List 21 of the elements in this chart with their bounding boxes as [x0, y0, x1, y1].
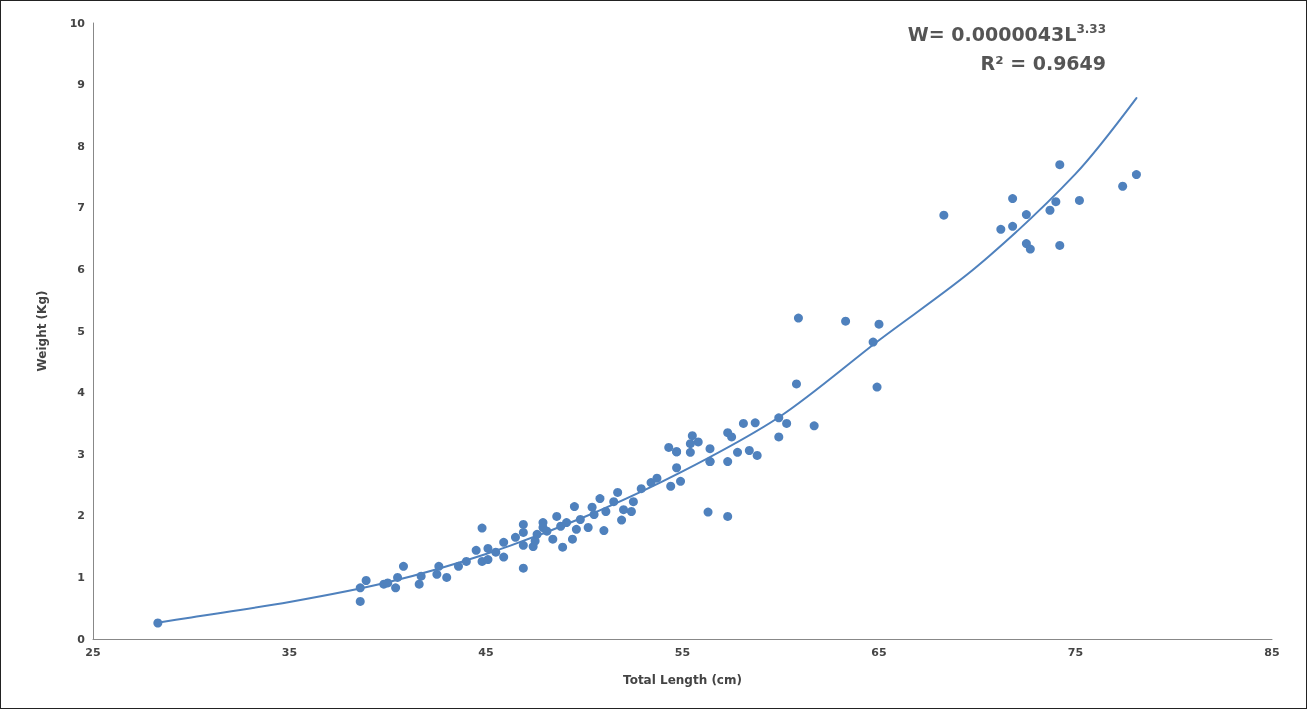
- x-tick-label: 45: [478, 646, 494, 659]
- y-tick-label: 3: [77, 447, 85, 461]
- x-tick-label: 25: [85, 646, 101, 659]
- y-tick-label: 1: [77, 570, 85, 584]
- y-axis-title: Weight (Kg): [35, 290, 49, 372]
- annotation: R² = 0.9649: [980, 51, 1106, 74]
- y-tick-label: 2: [77, 509, 85, 523]
- x-axis-title: Total Length (cm): [623, 673, 742, 687]
- x-tick-label: 55: [674, 646, 691, 659]
- x-tick-label: 75: [1067, 646, 1084, 659]
- y-tick-label: 9: [77, 78, 85, 92]
- x-tick-label: 85: [1264, 646, 1280, 659]
- y-tick-label: 4: [77, 386, 86, 400]
- x-tick-label: 65: [871, 646, 887, 659]
- y-tick-label: 10: [69, 16, 86, 30]
- y-tick-label: 8: [77, 139, 85, 153]
- y-tick-label: 7: [77, 201, 85, 215]
- x-tick-label: 35: [281, 646, 298, 659]
- y-tick-label: 6: [77, 262, 86, 276]
- y-tick-label: 5: [77, 324, 85, 338]
- y-tick-label: 0: [77, 632, 86, 646]
